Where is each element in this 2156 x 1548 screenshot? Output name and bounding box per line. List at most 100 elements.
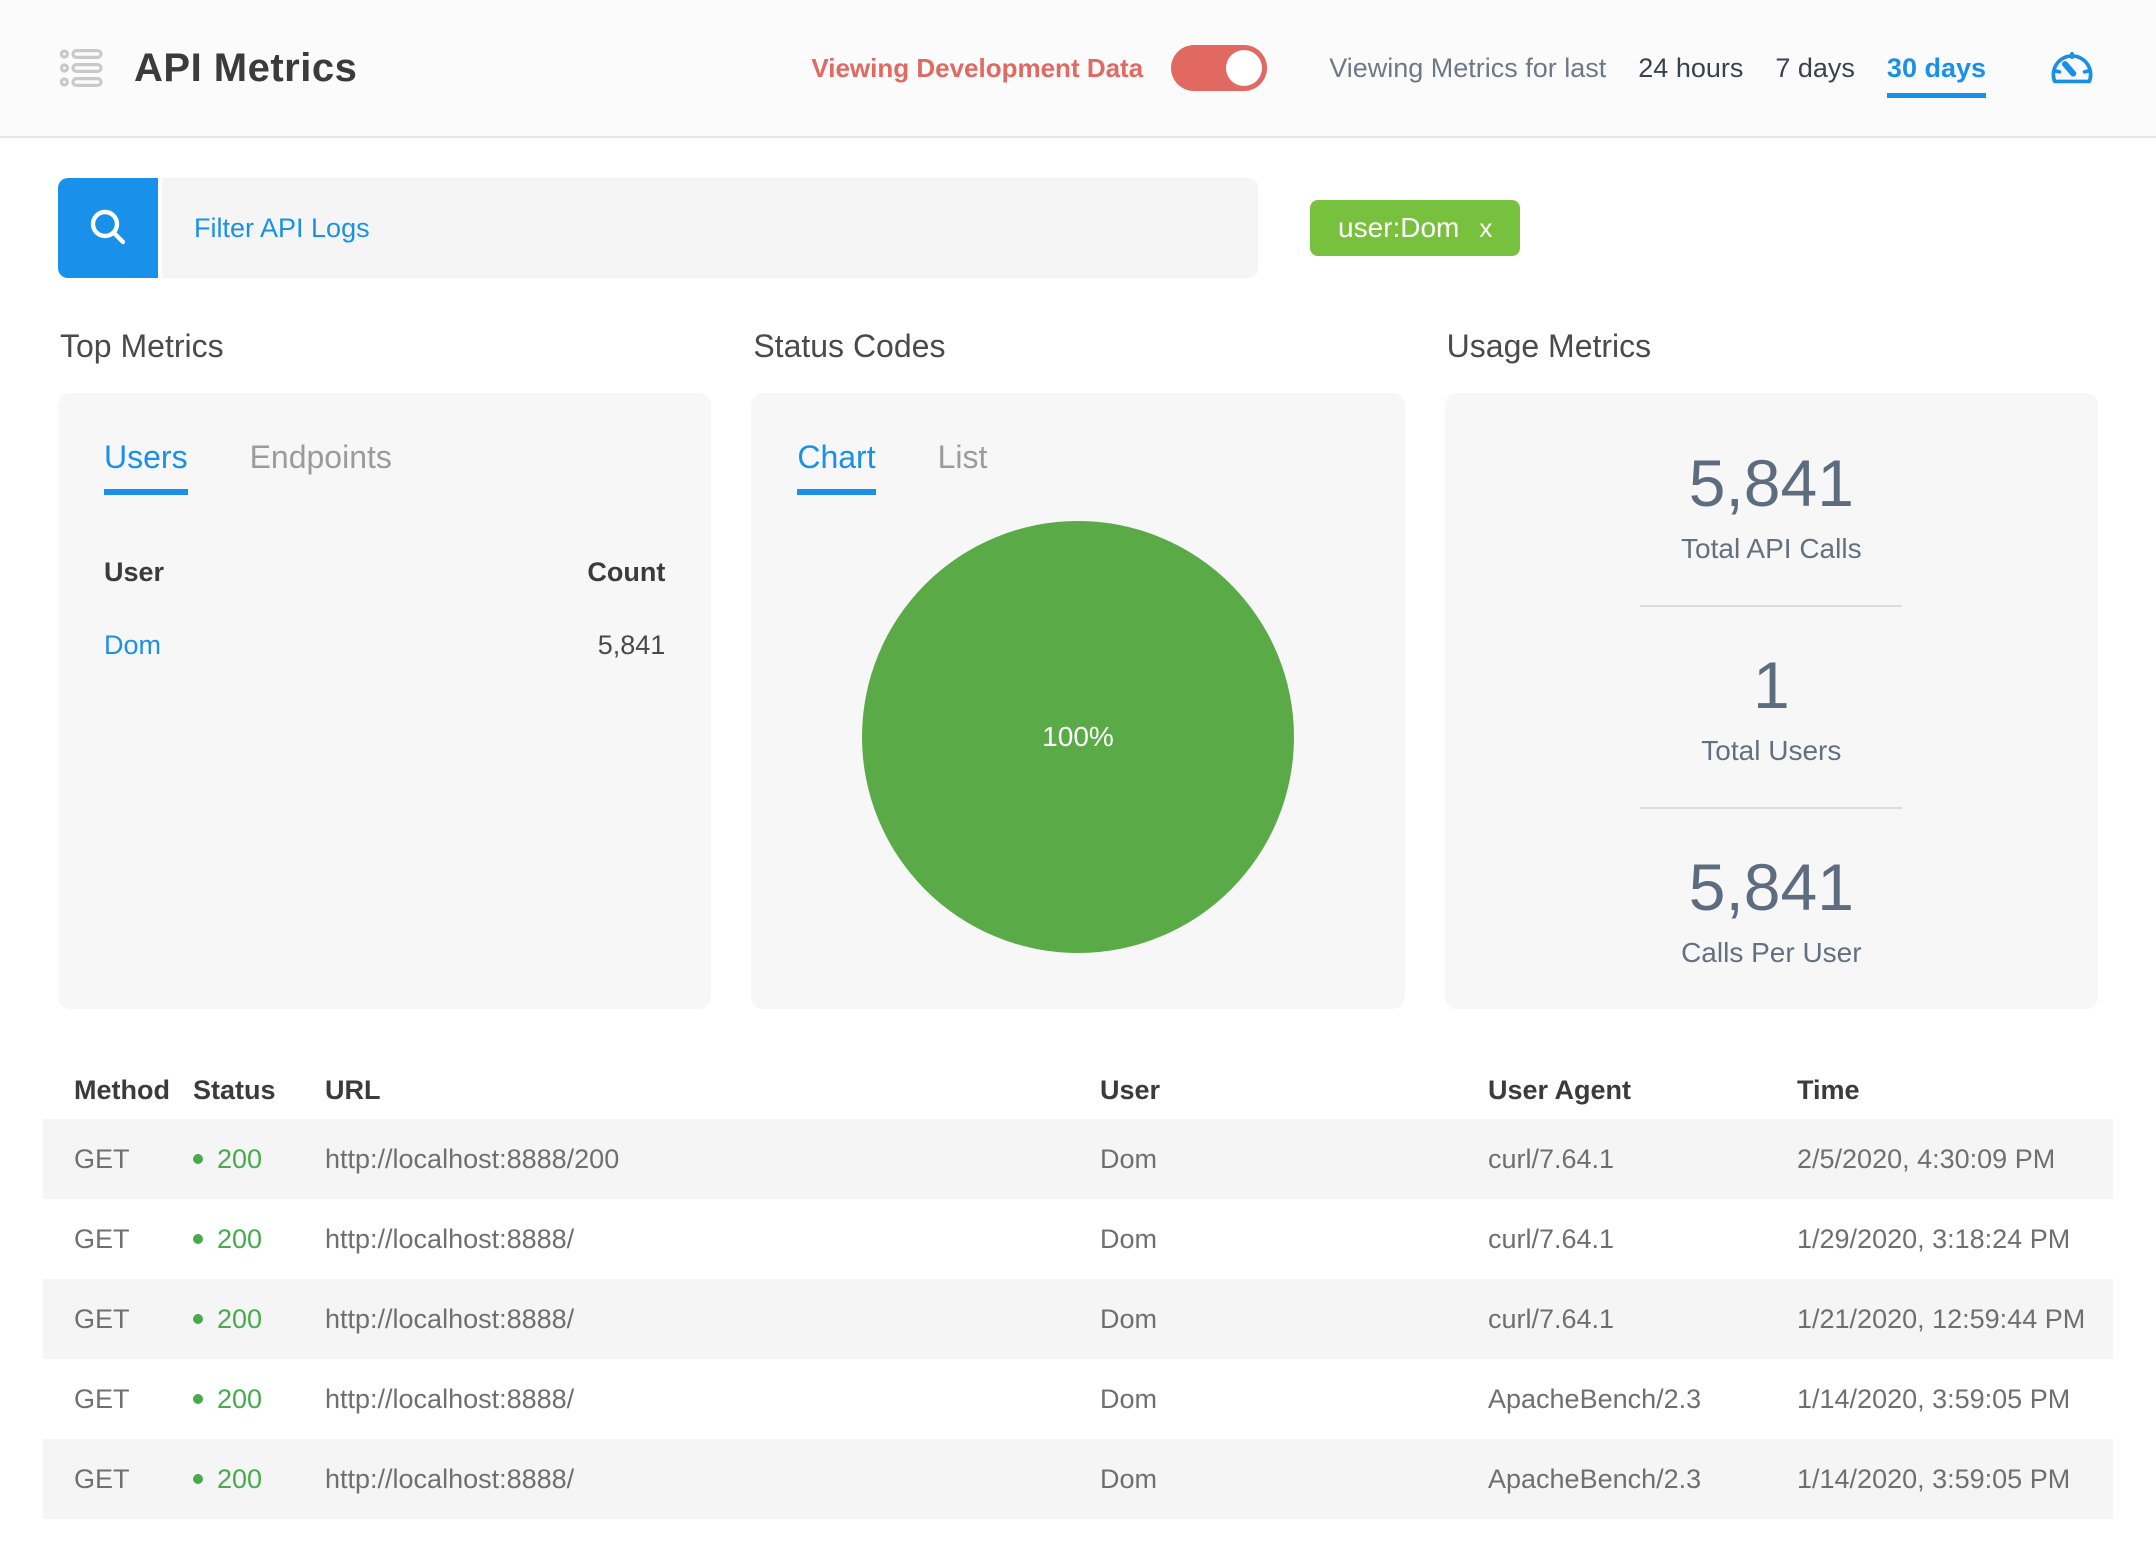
divider xyxy=(1640,807,1903,809)
total-users-value: 1 xyxy=(1752,648,1790,722)
log-status: 200 xyxy=(193,1384,325,1415)
column-time: Time xyxy=(1797,1074,1860,1105)
log-user-agent: ApacheBench/2.3 xyxy=(1488,1383,1702,1414)
usage-metrics-card: 5,841 Total API Calls 1 Total Users 5,84… xyxy=(1444,393,2098,1009)
log-user: Dom xyxy=(1100,1383,1158,1414)
top-metrics-panel: Top Metrics Users Endpoints User Count D… xyxy=(58,328,712,1009)
logs-header-row: Method Status URL User User Agent Time xyxy=(43,1061,2113,1119)
range-option-24-hours[interactable]: 24 hours xyxy=(1638,52,1744,83)
filter-input[interactable] xyxy=(162,178,1258,278)
log-url: http://localhost:8888/200 xyxy=(325,1143,620,1174)
total-api-calls-value: 5,841 xyxy=(1688,446,1854,520)
toggle-knob-icon xyxy=(1226,50,1263,86)
log-url: http://localhost:8888/ xyxy=(325,1223,575,1254)
user-count: 5,841 xyxy=(597,630,666,660)
log-user: Dom xyxy=(1100,1303,1158,1334)
status-codes-card: Chart List 100% xyxy=(751,393,1405,1009)
log-user: Dom xyxy=(1100,1143,1158,1174)
log-user-agent: curl/7.64.1 xyxy=(1488,1223,1615,1254)
filter-tag[interactable]: user:Dom x xyxy=(1310,200,1521,256)
list-icon xyxy=(58,44,106,92)
table-row[interactable]: GET 200 http://localhost:8888/ Dom curl/… xyxy=(43,1199,2113,1279)
tab-endpoints[interactable]: Endpoints xyxy=(249,439,392,475)
column-user-agent: User Agent xyxy=(1488,1074,1632,1105)
status-dot-icon xyxy=(193,1394,203,1404)
api-logs-table: Method Status URL User User Agent Time G… xyxy=(43,1061,2113,1519)
column-url: URL xyxy=(325,1074,381,1105)
environment-label: Viewing Development Data xyxy=(811,52,1144,83)
usage-metrics-title: Usage Metrics xyxy=(1446,328,1652,364)
gauge-icon[interactable] xyxy=(2046,42,2098,94)
status-codes-tabs: Chart List xyxy=(797,439,1358,495)
calls-per-user-label: Calls Per User xyxy=(1681,937,1862,968)
time-range-selector: Viewing Metrics for last 24 hours 7 days… xyxy=(1329,52,1986,98)
log-user: Dom xyxy=(1100,1223,1158,1254)
column-method: Method xyxy=(74,1074,170,1105)
log-status: 200 xyxy=(193,1304,325,1335)
log-time: 1/14/2020, 3:59:05 PM xyxy=(1797,1463,2071,1494)
log-method: GET xyxy=(74,1303,130,1334)
status-dot-icon xyxy=(193,1474,203,1484)
user-link[interactable]: Dom xyxy=(104,630,162,660)
divider xyxy=(1640,605,1903,607)
table-row[interactable]: GET 200 http://localhost:8888/ Dom curl/… xyxy=(43,1279,2113,1359)
tab-users[interactable]: Users xyxy=(104,439,188,495)
log-user-agent: curl/7.64.1 xyxy=(1488,1143,1615,1174)
log-url: http://localhost:8888/ xyxy=(325,1463,575,1494)
log-method: GET xyxy=(74,1463,130,1494)
log-user-agent: ApacheBench/2.3 xyxy=(1488,1463,1702,1494)
log-url: http://localhost:8888/ xyxy=(325,1383,575,1414)
tab-chart[interactable]: Chart xyxy=(797,439,876,495)
pie-percentage-label: 100% xyxy=(1042,721,1114,752)
brand: API Metrics xyxy=(58,44,357,92)
pie-chart-wrapper: 100% xyxy=(797,521,1358,953)
column-count: Count xyxy=(587,557,666,587)
filter-tag-label: user:Dom xyxy=(1338,212,1460,243)
metrics-panels: Top Metrics Users Endpoints User Count D… xyxy=(58,328,2098,1009)
total-api-calls-label: Total API Calls xyxy=(1681,533,1862,564)
log-method: GET xyxy=(74,1223,130,1254)
table-row[interactable]: GET 200 http://localhost:8888/ Dom Apach… xyxy=(43,1359,2113,1439)
range-option-30-days[interactable]: 30 days xyxy=(1886,53,1986,98)
app-header: API Metrics Viewing Development Data Vie… xyxy=(0,0,2156,138)
column-status: Status xyxy=(193,1074,276,1105)
column-user: User xyxy=(104,557,165,587)
log-time: 1/14/2020, 3:59:05 PM xyxy=(1797,1383,2071,1414)
environment-toggle[interactable] xyxy=(1171,45,1268,91)
top-metrics-card: Users Endpoints User Count Dom 5,841 xyxy=(58,393,712,1009)
usage-metrics-panel: Usage Metrics 5,841 Total API Calls 1 To… xyxy=(1444,328,2098,1009)
top-metrics-tabs: Users Endpoints xyxy=(104,439,665,495)
status-pie-chart: 100% xyxy=(861,521,1294,953)
total-users-label: Total Users xyxy=(1701,735,1842,766)
log-time: 2/5/2020, 4:30:09 PM xyxy=(1797,1143,2056,1174)
status-dot-icon xyxy=(193,1314,203,1324)
status-dot-icon xyxy=(193,1154,203,1164)
table-row[interactable]: GET 200 http://localhost:8888/200 Dom cu… xyxy=(43,1119,2113,1199)
log-user-agent: curl/7.64.1 xyxy=(1488,1303,1615,1334)
log-status: 200 xyxy=(193,1144,325,1175)
log-method: GET xyxy=(74,1383,130,1414)
log-status: 200 xyxy=(193,1224,325,1255)
tab-list[interactable]: List xyxy=(937,439,988,475)
calls-per-user-value: 5,841 xyxy=(1688,850,1854,924)
top-metrics-title: Top Metrics xyxy=(60,328,224,364)
time-range-label: Viewing Metrics for last xyxy=(1329,52,1607,83)
search-icon xyxy=(84,203,132,254)
range-option-7-days[interactable]: 7 days xyxy=(1775,52,1855,83)
status-codes-panel: Status Codes Chart List 100% xyxy=(751,328,1405,1009)
page-title: API Metrics xyxy=(134,45,358,90)
log-time: 1/21/2020, 12:59:44 PM xyxy=(1797,1303,2086,1334)
search-button[interactable] xyxy=(58,178,158,278)
environment-toggle-group: Viewing Development Data xyxy=(811,45,1268,91)
log-time: 1/29/2020, 3:18:24 PM xyxy=(1797,1223,2071,1254)
column-user: User xyxy=(1100,1074,1161,1105)
close-icon[interactable]: x xyxy=(1479,213,1493,243)
table-row[interactable]: GET 200 http://localhost:8888/ Dom Apach… xyxy=(43,1439,2113,1519)
filter-bar: user:Dom x xyxy=(58,178,2098,278)
log-user: Dom xyxy=(1100,1463,1158,1494)
log-method: GET xyxy=(74,1143,130,1174)
log-status: 200 xyxy=(193,1464,325,1495)
status-dot-icon xyxy=(193,1234,203,1244)
top-user-row: Dom 5,841 xyxy=(104,630,665,661)
